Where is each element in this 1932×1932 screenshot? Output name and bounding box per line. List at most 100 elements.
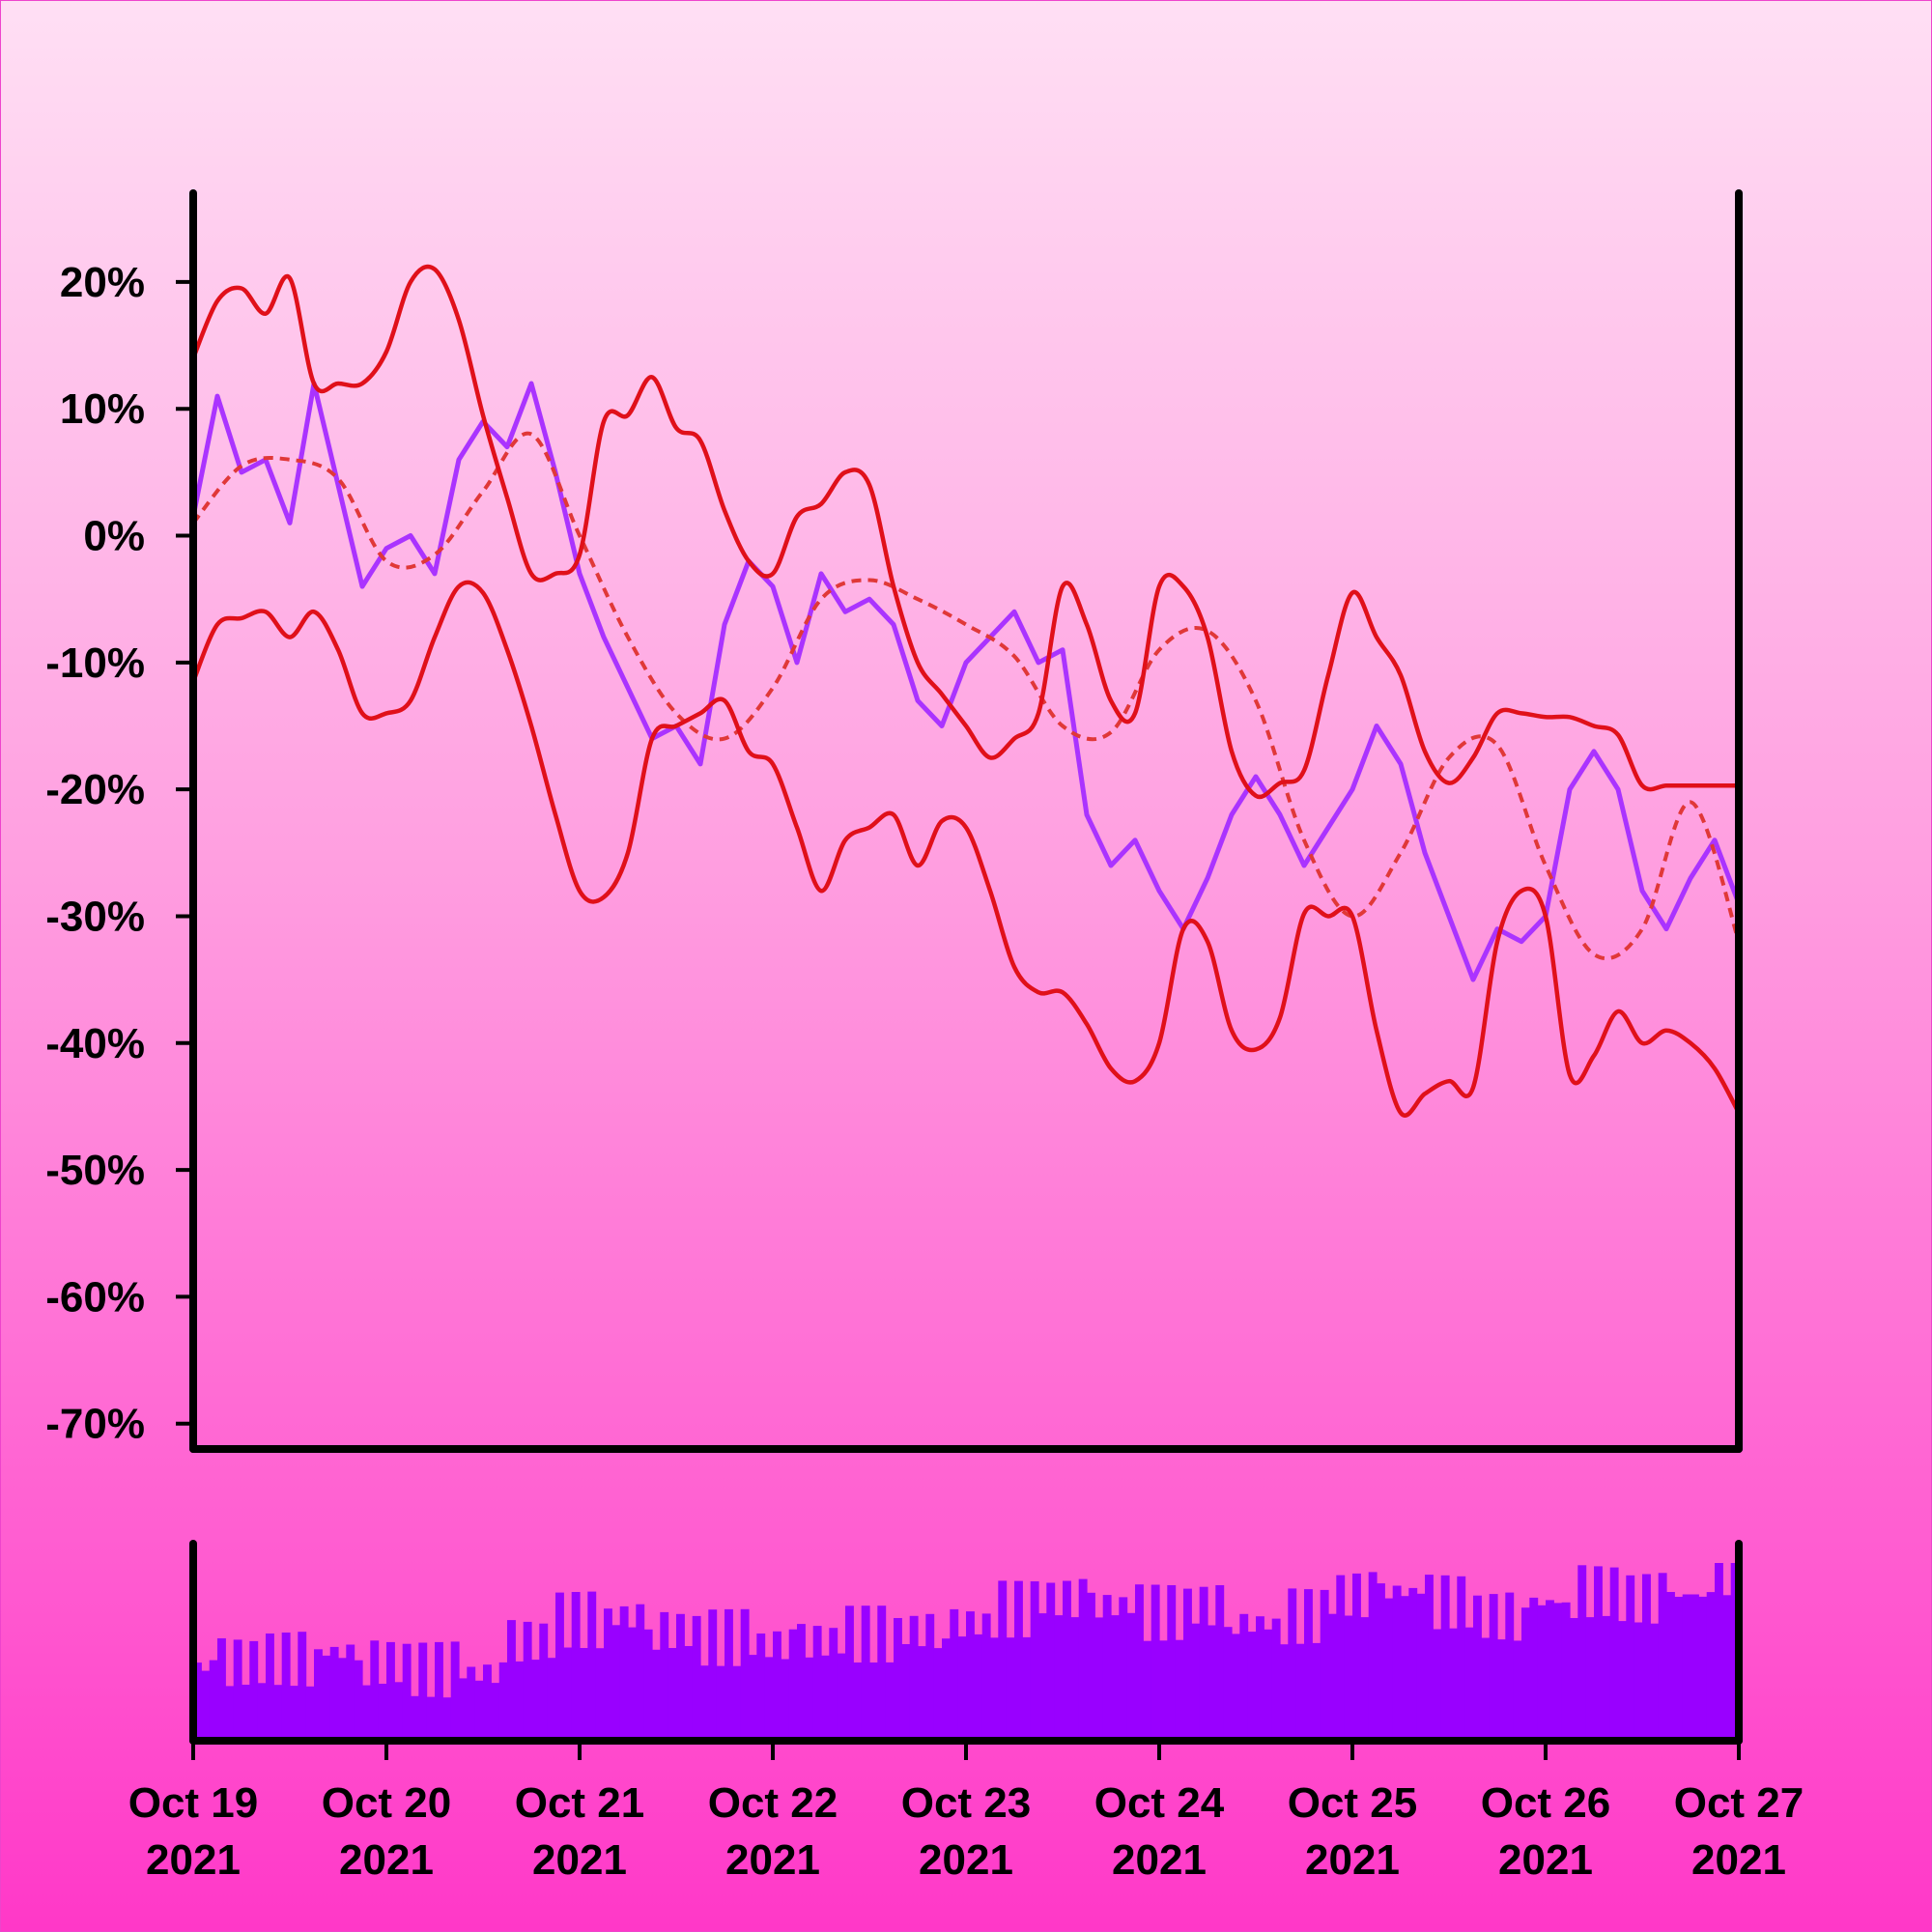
y-tick-label: 20% xyxy=(60,259,145,306)
volume-bar xyxy=(1433,1629,1442,1741)
x-tick-label-date: Oct 26 xyxy=(1481,1779,1611,1827)
y-tick-label: -70% xyxy=(45,1401,145,1448)
volume-bar xyxy=(764,1657,774,1741)
volume-bar xyxy=(1304,1589,1313,1741)
volume-bar xyxy=(909,1615,919,1741)
volume-bar xyxy=(1119,1597,1128,1741)
volume-bar xyxy=(861,1605,870,1741)
volume-bar xyxy=(1698,1596,1708,1741)
volume-bar xyxy=(1191,1623,1201,1741)
volume-bar xyxy=(732,1665,742,1741)
volume-bar xyxy=(1706,1592,1716,1741)
volume-bar xyxy=(1006,1637,1015,1741)
volume-bar xyxy=(829,1628,838,1741)
volume-bar xyxy=(716,1665,725,1741)
volume-bar xyxy=(1094,1617,1104,1741)
volume-bar xyxy=(1489,1594,1498,1741)
volume-bar xyxy=(1288,1588,1297,1741)
x-tick-label-year: 2021 xyxy=(1691,1836,1786,1884)
volume-bar xyxy=(1585,1617,1595,1741)
volume-bar xyxy=(636,1604,645,1741)
volume-bar xyxy=(1111,1615,1120,1741)
volume-bar xyxy=(619,1605,629,1741)
volume-bar xyxy=(1271,1618,1281,1741)
x-tick-label-date: Oct 27 xyxy=(1674,1779,1804,1827)
x-tick-label-year: 2021 xyxy=(146,1836,241,1884)
volume-bar xyxy=(225,1686,235,1741)
volume-bar xyxy=(749,1655,757,1741)
volume-bar xyxy=(1392,1585,1402,1741)
volume-bar xyxy=(1642,1574,1651,1741)
x-tick-label-year: 2021 xyxy=(532,1836,627,1884)
volume-bar xyxy=(788,1629,798,1741)
y-tick-label: 0% xyxy=(83,513,145,560)
volume-bar xyxy=(869,1662,878,1741)
volume-bar xyxy=(1143,1640,1152,1741)
volume-bar xyxy=(459,1678,468,1741)
volume-bar xyxy=(1546,1600,1554,1741)
volume-bar xyxy=(1457,1576,1466,1741)
volume-bar xyxy=(467,1666,476,1741)
x-axis-ticks: Oct 19 2021 Oct 20 2021 Oct 21 2021 Oct 22 2021… xyxy=(128,1741,1804,1884)
volume-bar xyxy=(805,1657,814,1741)
y-tick-label: -40% xyxy=(45,1020,145,1067)
volume-bar xyxy=(338,1658,347,1741)
volume-bar xyxy=(571,1592,581,1741)
volume-bar xyxy=(273,1685,283,1741)
volume-bar xyxy=(660,1611,669,1741)
volume-bar xyxy=(1513,1640,1522,1741)
volume-bar xyxy=(821,1655,830,1741)
volume-bar xyxy=(611,1625,621,1741)
volume-bar xyxy=(1014,1580,1023,1741)
volume-bar xyxy=(1312,1642,1321,1741)
volume-bar xyxy=(1626,1575,1635,1741)
volume-bar xyxy=(1368,1572,1378,1741)
volume-bar xyxy=(1344,1615,1353,1741)
volume-bar xyxy=(242,1685,250,1741)
volume-bar xyxy=(491,1683,500,1741)
volume-bar xyxy=(370,1640,380,1741)
volume-bar xyxy=(1602,1615,1611,1741)
volume-bar xyxy=(298,1632,307,1741)
x-tick-label-year: 2021 xyxy=(1498,1836,1593,1884)
volume-bar xyxy=(974,1634,983,1741)
volume-bar xyxy=(1247,1632,1257,1741)
volume-bar xyxy=(1223,1627,1233,1741)
volume-bar xyxy=(290,1686,298,1741)
volume-bar xyxy=(981,1613,991,1741)
volume-bar xyxy=(394,1682,404,1741)
volume-bar xyxy=(266,1634,274,1741)
volume-bar xyxy=(1650,1623,1660,1741)
volume-bar xyxy=(942,1638,951,1741)
volume-bar xyxy=(676,1613,685,1741)
volume-bar xyxy=(1352,1573,1361,1741)
volume-bar xyxy=(1280,1644,1289,1741)
volume-bar xyxy=(580,1648,588,1741)
volume-bar xyxy=(668,1648,677,1741)
volume-bar xyxy=(1715,1563,1723,1741)
volume-bar xyxy=(1570,1618,1578,1741)
volume-bar xyxy=(450,1641,460,1741)
volume-bar xyxy=(1320,1589,1329,1741)
y-axis-ticks: 20% 10% 0% -10% -20% -30% -40% -50% -60% -70% xyxy=(45,259,193,1448)
volume-bar xyxy=(1377,1583,1385,1741)
volume-bar xyxy=(1167,1585,1177,1741)
volume-bars xyxy=(193,1563,1740,1741)
volume-bar xyxy=(966,1611,975,1741)
volume-bar xyxy=(1408,1587,1418,1741)
price-line xyxy=(190,381,1742,982)
lower-band-line xyxy=(190,580,1741,1118)
x-tick-label-date: Oct 19 xyxy=(128,1779,259,1827)
axes xyxy=(189,189,1743,1745)
volume-bar xyxy=(411,1695,419,1741)
volume-bar xyxy=(1658,1573,1667,1741)
volume-bar xyxy=(708,1609,718,1741)
x-tick-label-date: Oct 23 xyxy=(901,1779,1032,1827)
volume-bar xyxy=(1175,1639,1184,1741)
volume-bar xyxy=(894,1618,902,1741)
volume-bar xyxy=(901,1644,911,1741)
volume-bar xyxy=(346,1644,355,1741)
x-tick-label-date: Oct 24 xyxy=(1094,1779,1225,1827)
